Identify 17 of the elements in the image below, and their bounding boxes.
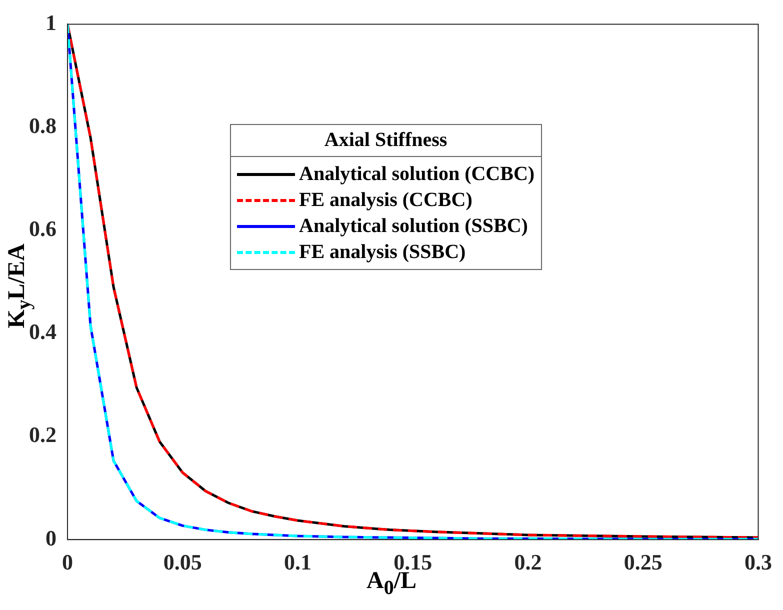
legend-label: FE analysis (CCBC) <box>299 188 472 212</box>
legend-title: Axial Stiffness <box>231 125 541 157</box>
y-tick-label: 1 <box>46 10 56 35</box>
x-tick-label: 0.3 <box>744 549 772 574</box>
x-tick-label: 0.25 <box>624 549 662 574</box>
legend-label: FE analysis (SSBC) <box>299 240 466 264</box>
x-tick-label: 0.2 <box>514 549 542 574</box>
y-tick-label: 0.8 <box>29 112 56 138</box>
x-tick-label: 0.1 <box>284 549 312 574</box>
y-tick-label: 0.2 <box>29 422 56 448</box>
y-tick-label: 0 <box>46 525 56 550</box>
y-tick-label: 0.4 <box>29 319 56 344</box>
y-tick-label: 0.6 <box>29 216 56 242</box>
x-tick-label: 0 <box>62 549 73 574</box>
x-tick-label: 0.05 <box>163 549 202 574</box>
legend-label: Analytical solution (SSBC) <box>299 214 528 238</box>
legend-label: Analytical solution (CCBC) <box>299 162 535 186</box>
